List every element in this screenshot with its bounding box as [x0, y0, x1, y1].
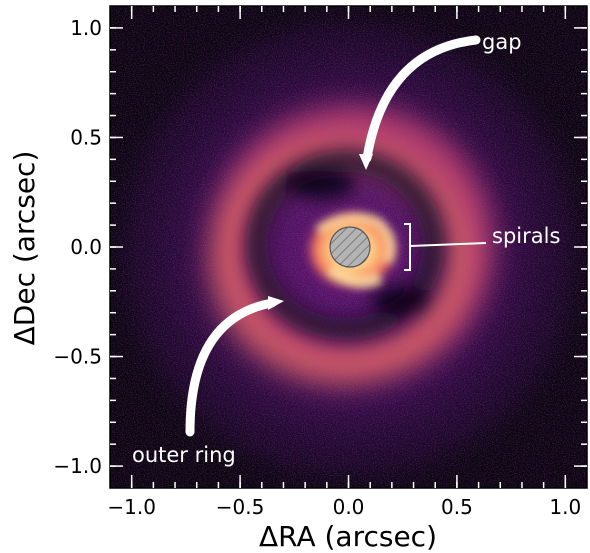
x-tick-label: 1.0	[549, 495, 581, 519]
y-tick-label: 0.0	[70, 235, 102, 259]
spirals-label: spirals	[492, 224, 560, 248]
coronagraph-mask	[329, 226, 371, 268]
x-tick-label: 0.0	[333, 495, 365, 519]
gap-label: gap	[482, 30, 522, 54]
gap-arrow-head	[359, 154, 373, 170]
outer-ring-arrow-head	[268, 296, 284, 310]
y-axis-ticks: 1.0 0.5 0.0 −0.5 −1.0	[53, 16, 587, 478]
y-tick-label: 0.5	[70, 125, 102, 149]
gap-arrow-shaft	[362, 35, 481, 163]
x-tick-label: −1.0	[107, 495, 156, 519]
x-axis-label: ΔRA (arcsec)	[259, 520, 437, 553]
x-axis-ticks: −1.0 −0.5 0.0 0.5 1.0	[107, 6, 581, 519]
outer-ring-arrow-shaft	[185, 298, 277, 437]
x-tick-label: −0.5	[216, 495, 265, 519]
x-tick-label: 0.5	[441, 495, 473, 519]
spirals-bracket	[404, 223, 487, 271]
annotations: gap spirals outer ring	[132, 30, 560, 467]
y-axis-label: ΔDec (arcsec)	[8, 151, 41, 346]
disk-image	[110, 6, 587, 488]
y-tick-label: 1.0	[70, 16, 102, 40]
y-tick-label: −0.5	[53, 345, 102, 369]
y-tick-label: −1.0	[53, 454, 102, 478]
outer-ring-label: outer ring	[132, 443, 236, 467]
